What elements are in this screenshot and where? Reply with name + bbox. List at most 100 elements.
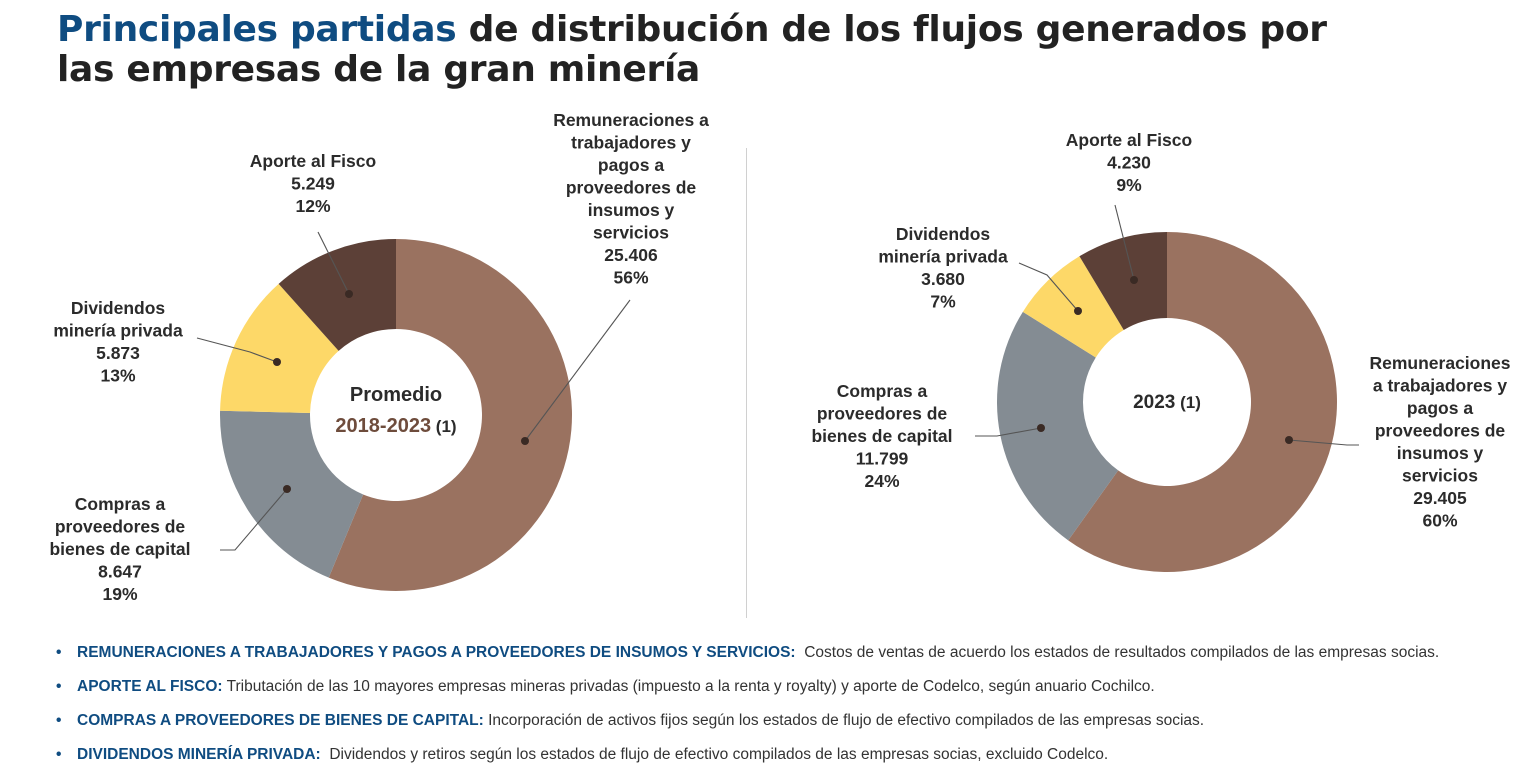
slice-dividendos xyxy=(1022,256,1124,358)
slice-compras xyxy=(997,311,1119,541)
label-line: pagos a xyxy=(598,155,664,175)
center-label: 2023 (1) xyxy=(1133,392,1201,413)
bullet-icon: • xyxy=(56,678,62,695)
slice-marker xyxy=(273,358,281,366)
label-line: trabajadores y xyxy=(571,133,691,153)
center-label-note: (1) xyxy=(431,417,457,436)
label-line: proveedores de xyxy=(55,517,186,537)
slice-marker xyxy=(1130,276,1138,284)
slice-aporte-fisco xyxy=(1079,232,1167,331)
title-line1-rest: de distribución de los flujos generados … xyxy=(456,9,1327,50)
label-dividendos: Dividendos minería privada 3.680 7% xyxy=(878,224,1008,312)
label-line: a trabajadores y xyxy=(1373,376,1507,396)
definition-text: Tributación de las 10 mayores empresas m… xyxy=(226,678,1155,695)
label-line: Dividendos xyxy=(896,224,991,244)
label-line: bienes de capital xyxy=(49,539,190,559)
label-line: proveedores de xyxy=(1375,421,1506,441)
slice-marker xyxy=(1074,307,1082,315)
leader-line xyxy=(317,231,350,295)
label-line: Aporte al Fisco xyxy=(1066,130,1192,150)
label-line: insumos y xyxy=(1397,443,1484,463)
definition-text: Incorporación de activos fijos según los… xyxy=(488,712,1205,729)
label-line: pagos a xyxy=(1407,398,1473,418)
label-line: 9% xyxy=(1116,175,1142,195)
label-compras: Compras a proveedores de bienes de capital… xyxy=(811,381,952,491)
definition-term: DIVIDENDOS MINERÍA PRIVADA: xyxy=(77,746,321,763)
label-line: 7% xyxy=(930,292,956,312)
label-line: Compras a xyxy=(837,381,928,401)
definition-item: • COMPRAS A PROVEEDORES DE BIENES DE CAPI… xyxy=(56,708,1526,742)
label-line: 12% xyxy=(295,196,330,216)
label-line: 13% xyxy=(100,366,135,386)
label-line: 19% xyxy=(102,584,137,604)
label-dividendos: Dividendos minería privada 5.873 13% xyxy=(53,298,183,386)
label-line: insumos y xyxy=(588,200,675,220)
slice-marker xyxy=(521,437,529,445)
leader-line xyxy=(1288,439,1359,446)
donut-hole xyxy=(311,330,481,500)
label-line: 56% xyxy=(613,268,648,288)
leader-line xyxy=(975,427,1042,437)
label-line: Remuneraciones xyxy=(1369,353,1510,373)
label-remuneraciones: Remuneraciones a trabajadores y pagos a pro… xyxy=(1369,353,1510,531)
page-title: Principales partidas de distribución de … xyxy=(57,10,1327,90)
definition-term: COMPRAS A PROVEEDORES DE BIENES DE CAPIT… xyxy=(77,712,484,729)
label-line: Dividendos xyxy=(71,298,166,318)
slice-marker xyxy=(1285,436,1293,444)
title-highlight: Principales partidas xyxy=(57,9,457,50)
slice-marker xyxy=(283,485,291,493)
definitions-list: • REMUNERACIONES A TRABAJADORES Y PAGOS A… xyxy=(56,640,1526,776)
bullet-icon: • xyxy=(56,712,62,729)
label-line: servicios xyxy=(1402,466,1478,486)
label-compras: Compras a proveedores de bienes de capital… xyxy=(49,494,190,604)
label-line: 60% xyxy=(1422,511,1457,531)
definition-item: • DIVIDENDOS MINERÍA PRIVADA: Dividendos … xyxy=(56,742,1526,776)
donut-chart-promedio: Remuneraciones a trabajadores y pagos a pro… xyxy=(49,110,709,604)
label-line: Remuneraciones a xyxy=(553,110,709,130)
leader-line xyxy=(1114,204,1135,281)
label-line: 29.405 xyxy=(1413,488,1467,508)
leader-line xyxy=(220,488,288,551)
center-label-title: Promedio xyxy=(350,384,442,406)
center-label-years: 2018-2023 xyxy=(335,415,431,437)
label-line: bienes de capital xyxy=(811,426,952,446)
label-aporte-fisco: Aporte al Fisco 5.249 12% xyxy=(250,151,376,216)
label-line: proveedores de xyxy=(817,404,948,424)
definition-term: APORTE AL FISCO: xyxy=(77,678,223,695)
slice-remuneraciones xyxy=(328,239,573,591)
label-line: proveedores de xyxy=(566,178,697,198)
slice-compras xyxy=(220,410,364,578)
center-label-note: (1) xyxy=(1175,393,1201,412)
definition-term: REMUNERACIONES A TRABAJADORES Y PAGOS A … xyxy=(77,644,796,661)
label-line: 4.230 xyxy=(1107,153,1151,173)
slice-dividendos xyxy=(220,283,339,413)
definition-item: • REMUNERACIONES A TRABAJADORES Y PAGOS A… xyxy=(56,640,1526,674)
bullet-icon: • xyxy=(56,746,62,763)
label-line: 24% xyxy=(864,471,899,491)
slice-aporte-fisco xyxy=(278,239,396,351)
label-line: minería privada xyxy=(53,321,183,341)
label-remuneraciones: Remuneraciones a trabajadores y pagos a pro… xyxy=(553,110,709,288)
title-line2: las empresas de la gran minería xyxy=(57,49,700,90)
label-aporte-fisco: Aporte al Fisco 4.230 9% xyxy=(1066,130,1192,195)
leader-line xyxy=(196,337,278,363)
definition-item: • APORTE AL FISCO: Tributación de las 10 … xyxy=(56,674,1526,708)
center-label-year: 2023 xyxy=(1133,392,1175,413)
label-line: Aporte al Fisco xyxy=(250,151,376,171)
slice-marker xyxy=(1037,424,1045,432)
center-label-period: 2018-2023 (1) xyxy=(335,415,456,437)
label-line: minería privada xyxy=(878,247,1008,267)
leader-line xyxy=(1018,262,1079,312)
donut-chart-2023: Remuneraciones a trabajadores y pagos a pro… xyxy=(811,130,1511,572)
label-line: servicios xyxy=(593,223,669,243)
definition-text: Costos de ventas de acuerdo los estados … xyxy=(804,644,1440,661)
label-line: Compras a xyxy=(75,494,166,514)
slice-marker xyxy=(345,290,353,298)
donut-hole xyxy=(1084,319,1250,485)
label-line: 5.249 xyxy=(291,174,335,194)
label-line: 11.799 xyxy=(856,449,909,469)
label-line: 8.647 xyxy=(98,562,142,582)
leader-line xyxy=(524,299,631,442)
label-line: 25.406 xyxy=(604,245,658,265)
label-line: 5.873 xyxy=(96,343,140,363)
